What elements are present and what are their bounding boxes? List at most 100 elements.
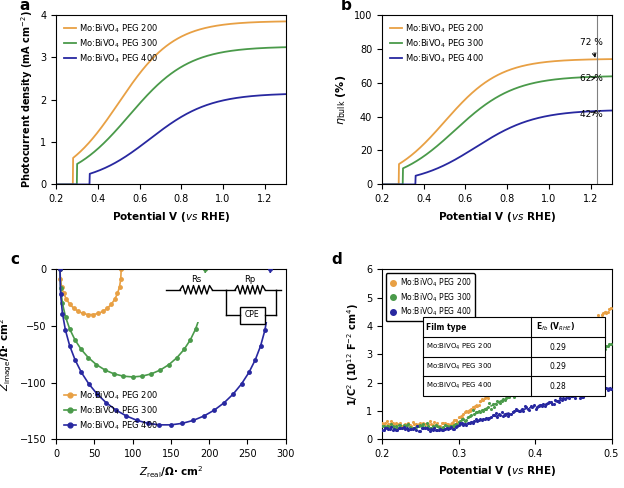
Text: Rs: Rs: [191, 275, 202, 284]
Point: [459, 410, 469, 418]
Point: [509, 373, 519, 381]
FancyBboxPatch shape: [423, 317, 605, 396]
Point: [467, 419, 477, 427]
Point: [560, 364, 570, 372]
Point: [420, 421, 430, 428]
Point: [411, 420, 421, 427]
Point: [475, 408, 485, 416]
Point: [534, 357, 544, 365]
Point: [586, 351, 596, 359]
Point: [520, 384, 530, 391]
Point: [431, 426, 441, 433]
Point: [417, 421, 427, 429]
Point: [403, 420, 413, 427]
X-axis label: Potential V ($\it{vs}$ RHE): Potential V ($\it{vs}$ RHE): [438, 210, 556, 224]
Point: [506, 409, 516, 417]
Point: [604, 385, 614, 393]
Point: [444, 425, 454, 432]
Point: [578, 354, 588, 362]
Point: [463, 408, 473, 416]
Point: [477, 406, 487, 413]
Point: [547, 400, 557, 407]
Point: [382, 425, 392, 432]
Point: [590, 317, 600, 325]
Point: [452, 418, 462, 426]
Point: [512, 373, 522, 381]
Y-axis label: $Z_{\rm image}$/Ω· cm$^2$: $Z_{\rm image}$/Ω· cm$^2$: [0, 318, 14, 391]
Point: [383, 422, 393, 430]
Point: [603, 386, 613, 394]
Point: [563, 337, 573, 345]
Point: [467, 403, 477, 410]
Point: [517, 405, 527, 413]
Point: [570, 331, 580, 339]
Point: [420, 425, 430, 432]
Point: [462, 416, 472, 424]
Point: [456, 413, 466, 421]
Point: [492, 385, 502, 393]
Point: [569, 328, 579, 336]
Point: [419, 421, 429, 428]
Point: [383, 426, 393, 433]
Point: [427, 421, 437, 429]
Point: [426, 425, 436, 433]
Point: [422, 425, 432, 432]
Point: [399, 422, 409, 430]
Point: [558, 394, 568, 402]
Point: [592, 314, 602, 322]
X-axis label: Potential V ($\it{vs}$ RHE): Potential V ($\it{vs}$ RHE): [438, 465, 556, 478]
Point: [593, 387, 603, 395]
Point: [379, 422, 389, 430]
Point: [567, 331, 577, 339]
Point: [534, 375, 544, 383]
Text: Mo:BiVO$_4$ PEG 200: Mo:BiVO$_4$ PEG 200: [426, 342, 492, 352]
Point: [561, 362, 571, 369]
Point: [460, 417, 470, 425]
FancyBboxPatch shape: [162, 273, 281, 322]
Point: [397, 423, 407, 430]
Point: [484, 400, 494, 407]
Point: [580, 325, 590, 332]
Point: [543, 349, 553, 357]
Point: [447, 419, 457, 427]
Point: [406, 424, 416, 431]
Point: [527, 404, 537, 411]
Point: [429, 424, 439, 432]
Point: [402, 425, 412, 432]
Point: [547, 371, 557, 379]
Point: [552, 397, 562, 405]
Point: [466, 411, 476, 419]
Text: Film type: Film type: [426, 323, 466, 332]
Point: [380, 424, 390, 431]
Point: [534, 402, 544, 409]
Point: [462, 407, 472, 415]
Point: [543, 372, 553, 380]
Text: b: b: [341, 0, 351, 13]
Point: [405, 425, 415, 433]
Text: 42 %: 42 %: [580, 109, 603, 119]
Point: [423, 422, 433, 429]
Text: 0.29: 0.29: [550, 343, 567, 351]
Point: [434, 423, 444, 430]
Point: [442, 420, 452, 427]
Point: [517, 367, 527, 375]
Point: [419, 419, 429, 427]
Point: [472, 408, 482, 416]
Point: [416, 420, 426, 427]
Point: [470, 408, 480, 416]
Point: [459, 415, 469, 423]
Point: [449, 416, 459, 424]
Point: [482, 405, 492, 413]
Point: [483, 415, 493, 423]
Point: [494, 398, 504, 406]
Point: [391, 419, 401, 427]
Point: [541, 400, 551, 408]
Point: [519, 385, 529, 393]
Point: [553, 342, 563, 349]
Point: [436, 422, 446, 429]
Point: [593, 311, 603, 319]
Point: [544, 349, 554, 357]
Point: [447, 425, 457, 433]
Point: [431, 422, 441, 429]
Point: [416, 427, 426, 435]
